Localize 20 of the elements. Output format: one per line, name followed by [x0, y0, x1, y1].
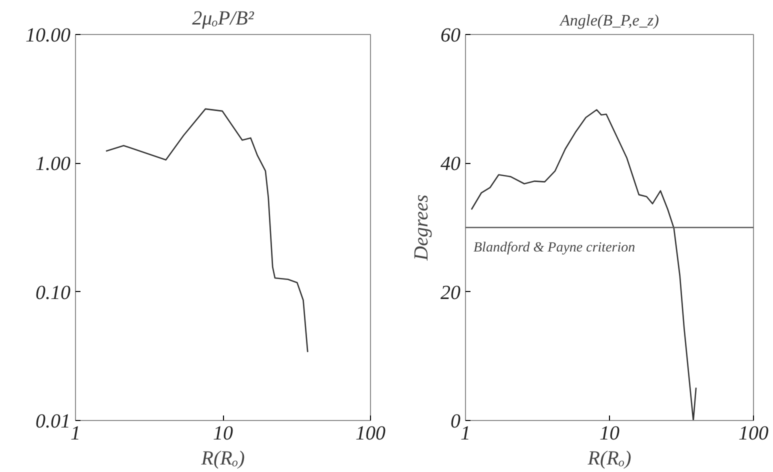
- y-axis-title: Degrees: [410, 194, 432, 262]
- x-axis-title: R(Rₒ): [200, 448, 246, 470]
- x-axis-title: R(Rₒ): [586, 448, 632, 470]
- chart-title: 2μₒP/B²: [192, 8, 255, 30]
- y-tick-label: 0.10: [36, 282, 70, 304]
- y-tick-label: 40: [440, 153, 460, 176]
- x-tick-label: 1: [460, 422, 470, 444]
- y-tick-label: 60: [440, 24, 460, 46]
- x-tick-label: 100: [356, 422, 386, 444]
- y-tick-label: 0.01: [36, 410, 70, 432]
- x-tick-label: 1: [70, 422, 80, 444]
- y-tick-label: 10.00: [26, 24, 70, 46]
- x-tick-label: 10: [213, 422, 233, 444]
- x-tick-label: 100: [738, 422, 768, 444]
- y-tick-label: 1.00: [36, 153, 70, 176]
- y-tick-label: 0: [450, 410, 460, 432]
- x-tick-label: 10: [600, 422, 620, 444]
- y-tick-label: 20: [440, 282, 460, 304]
- chart-title: Angle(B_P,e_z): [559, 12, 659, 30]
- ref-line-label: Blandford & Payne criterion: [474, 240, 636, 256]
